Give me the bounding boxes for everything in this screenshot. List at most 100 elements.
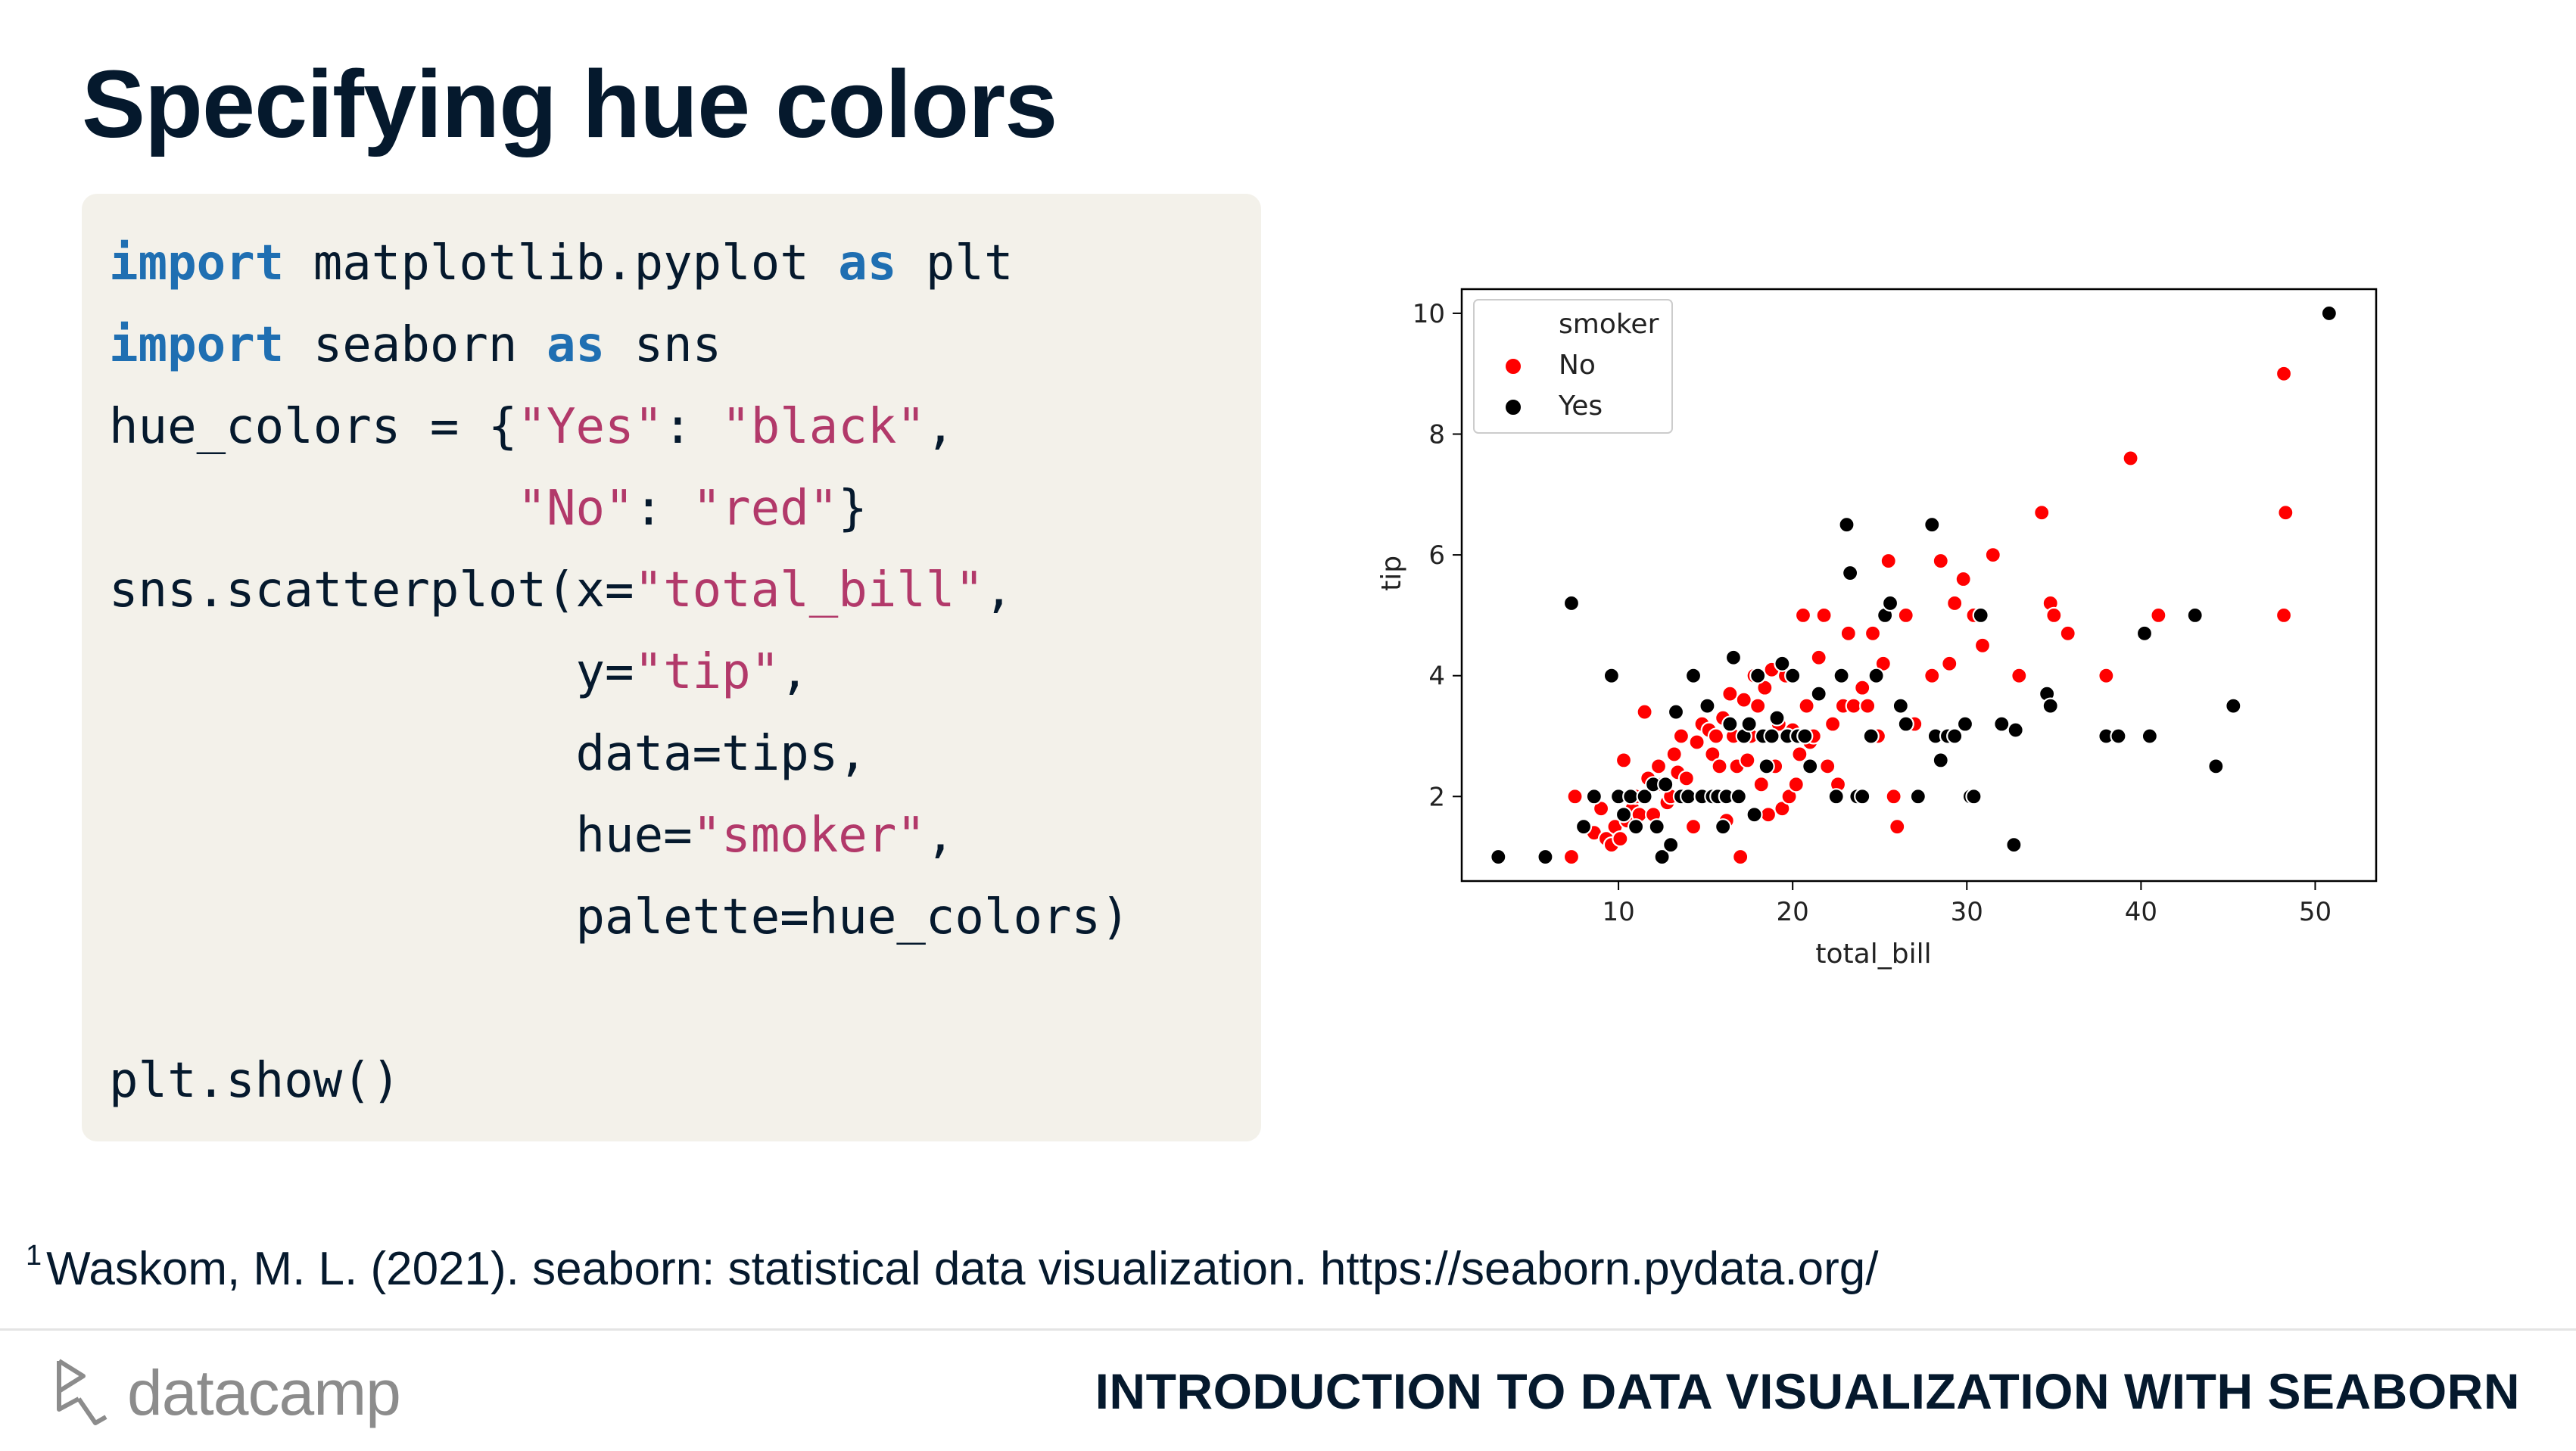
data-point-no <box>1566 788 1584 805</box>
data-point-yes <box>2135 624 2154 642</box>
code-string: "Yes" <box>517 399 664 455</box>
code-line: sns.scatterplot(x="total_bill", <box>109 566 1013 615</box>
data-point-no <box>1897 606 1914 624</box>
code-string: "No" <box>517 481 634 537</box>
x-tick-label: 30 <box>1951 897 1983 927</box>
brand-logo[interactable]: datacamp <box>53 1351 401 1434</box>
data-point-yes <box>1768 709 1786 727</box>
data-point-yes <box>1881 594 1899 612</box>
code-keyword: import <box>109 235 285 291</box>
code-text: } <box>838 481 867 537</box>
y-tick-label: 2 <box>1428 782 1445 812</box>
code-text <box>109 481 517 537</box>
code-text: y= <box>109 644 634 700</box>
x-tick-label: 10 <box>1602 897 1634 927</box>
footnote-marker: 1 <box>26 1240 42 1272</box>
data-point-no <box>1672 727 1690 745</box>
data-point-yes <box>1615 806 1633 824</box>
data-point-no <box>1721 685 1739 702</box>
legend-title: smoker <box>1559 309 1659 340</box>
footer-divider <box>0 1328 2576 1331</box>
scatter-chart: 10 20 30 40 50 2 4 6 8 10 total_bill tip smoker No Ye… <box>1347 257 2407 984</box>
data-point-yes <box>1721 715 1739 733</box>
data-point-no <box>1735 691 1752 708</box>
y-tick-label: 4 <box>1428 662 1445 692</box>
code-keyword: as <box>838 235 897 291</box>
data-point-yes <box>2320 304 2338 322</box>
y-tick-label: 6 <box>1428 540 1445 571</box>
data-point-yes <box>2005 836 2023 854</box>
data-point-yes <box>1892 697 1909 715</box>
data-point-yes <box>1575 818 1593 836</box>
data-point-no <box>1798 697 1815 715</box>
code-text: : <box>663 399 722 455</box>
code-line: import seaborn as sns <box>109 321 721 369</box>
code-text: , <box>983 562 1014 618</box>
data-point-no <box>1810 649 1827 666</box>
data-point-no <box>1984 546 2001 564</box>
data-point-no <box>1615 752 1633 769</box>
data-point-yes <box>1657 776 1674 793</box>
y-tick-label: 10 <box>1413 299 1445 329</box>
code-text: plt <box>896 235 1014 291</box>
data-point-yes <box>1810 685 1827 702</box>
data-points <box>1490 304 2338 866</box>
code-text: hue_colors = { <box>109 399 518 455</box>
data-point-no <box>2277 504 2294 522</box>
x-tick-label: 20 <box>1777 897 1809 927</box>
data-point-yes <box>1758 758 1775 775</box>
page-title: Specifying hue colors <box>82 51 1057 157</box>
data-point-no <box>1711 758 1728 775</box>
data-point-yes <box>1627 818 1645 836</box>
data-point-yes <box>1740 715 1758 733</box>
legend-label: No <box>1559 350 1596 381</box>
data-point-no <box>1791 746 1808 763</box>
data-point-yes <box>1699 697 1716 715</box>
data-point-no <box>2098 667 2115 684</box>
data-point-yes <box>1965 788 1983 805</box>
code-string: "total_bill" <box>634 562 984 618</box>
footnote: 1Waskom, M. L. (2021). seaborn: statisti… <box>26 1240 1878 1296</box>
data-point-no <box>1749 697 1767 715</box>
code-text: plt.show() <box>109 1053 401 1109</box>
code-line: y="tip", <box>109 648 809 696</box>
code-text: sns <box>605 317 722 373</box>
data-point-no <box>1707 727 1725 745</box>
code-keyword: import <box>109 317 285 373</box>
data-point-no <box>2122 450 2139 467</box>
data-point-yes <box>1585 788 1603 805</box>
data-point-no <box>2275 606 2293 624</box>
data-point-yes <box>1746 806 1763 824</box>
y-axis-label: tip <box>1376 556 1407 591</box>
data-point-no <box>1973 637 1992 654</box>
data-point-yes <box>1653 848 1671 866</box>
data-point-yes <box>1537 848 1554 866</box>
data-point-yes <box>1862 727 1880 745</box>
x-tick-label: 50 <box>2299 897 2331 927</box>
data-point-yes <box>1923 516 1941 534</box>
code-text: palette=hue_colors) <box>109 889 1130 945</box>
data-point-no <box>1819 758 1836 775</box>
data-point-yes <box>1972 606 1989 624</box>
axes: 10 20 30 40 50 2 4 6 8 10 total_bill tip <box>1376 299 2331 970</box>
data-point-yes <box>2042 697 2059 715</box>
data-point-yes <box>1784 667 1802 684</box>
code-string: "red" <box>692 481 839 537</box>
data-point-no <box>2059 624 2076 642</box>
data-point-no <box>1839 624 1857 642</box>
data-point-no <box>1688 733 1705 751</box>
data-point-no <box>2275 365 2293 382</box>
code-text: : <box>634 481 693 537</box>
code-line: data=tips, <box>109 730 867 778</box>
data-point-yes <box>1838 516 1855 534</box>
data-point-no <box>1941 655 1958 672</box>
data-point-no <box>1845 697 1862 715</box>
data-point-yes <box>1622 788 1640 805</box>
data-point-no <box>1684 818 1702 836</box>
x-axis-label: total_bill <box>1815 939 1931 970</box>
data-point-no <box>2011 667 2028 684</box>
code-text: , <box>780 644 809 700</box>
data-point-yes <box>1763 727 1780 745</box>
code-text: data=tips, <box>109 726 867 782</box>
data-point-no <box>1787 776 1805 793</box>
